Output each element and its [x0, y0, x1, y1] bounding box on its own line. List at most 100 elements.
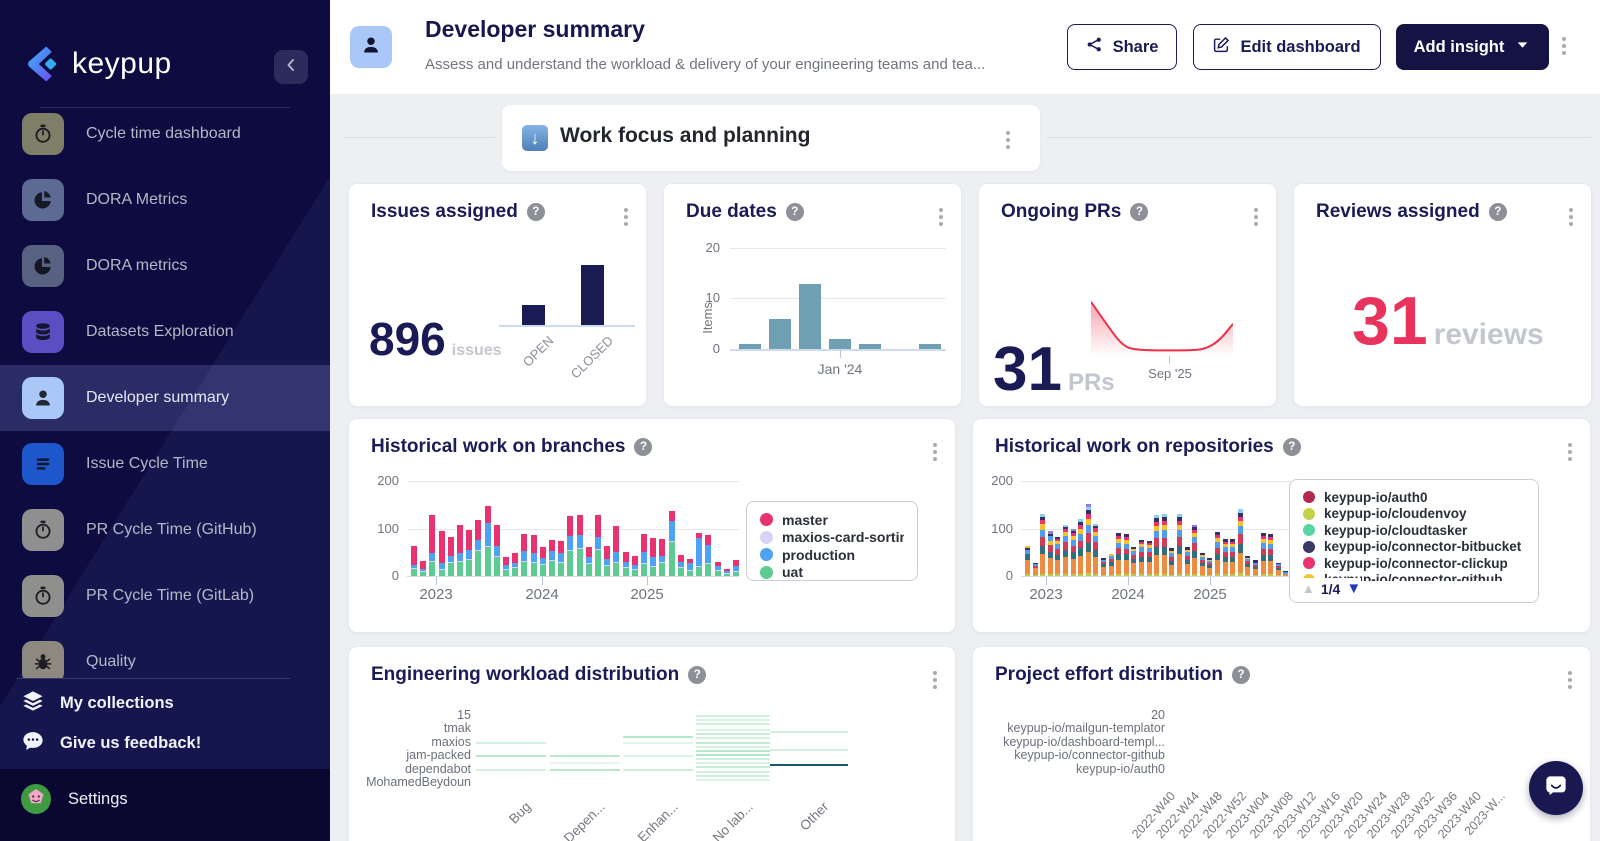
sidebar-item-quality[interactable]: Quality — [0, 629, 330, 678]
card-title: Issues assigned — [371, 201, 518, 222]
bar-segment — [677, 568, 684, 576]
page-down-icon[interactable]: ▼ — [1346, 580, 1362, 597]
legend-entry[interactable]: keypup-io/cloudtasker — [1303, 522, 1525, 539]
share-button[interactable]: Share — [1067, 24, 1177, 70]
bar-segment — [457, 561, 463, 562]
bar — [799, 284, 821, 349]
bar-segment — [1047, 531, 1053, 534]
legend-entry[interactable]: keypup-io/connector-github — [1303, 572, 1525, 581]
legend-entry[interactable]: keypup-io/connector-clickup — [1303, 555, 1525, 572]
x-tick-label: 2024 — [1111, 586, 1145, 603]
sidebar: keypup Cycle time dashboard DORA Metrics D… — [0, 0, 330, 841]
heat-line — [623, 769, 693, 771]
legend-entry[interactable]: master — [760, 511, 904, 529]
card-title: Ongoing PRs — [1001, 201, 1122, 222]
card-menu[interactable] — [1564, 439, 1576, 465]
bar-segment — [1123, 554, 1129, 560]
legend-entry[interactable]: keypup-io/connector-bitbucket — [1303, 539, 1525, 556]
bar-segment — [622, 567, 629, 568]
section-menu[interactable] — [1002, 127, 1014, 153]
help-icon[interactable]: ? — [785, 203, 804, 221]
settings-label: Settings — [68, 789, 128, 808]
sidebar-divider-top — [40, 107, 290, 108]
x-tick — [542, 577, 543, 585]
bar-segment — [1169, 565, 1175, 575]
bar-segment — [1161, 574, 1167, 576]
card-menu[interactable] — [929, 667, 941, 693]
help-icon[interactable]: ? — [1130, 203, 1149, 221]
card-menu[interactable] — [929, 439, 941, 465]
bar-segment — [1040, 514, 1046, 517]
bar-segment — [484, 547, 491, 576]
sidebar-item-give-us-feedback-[interactable]: Give us feedback! — [22, 730, 201, 757]
sidebar-item-pr-cycle-time-gitlab-[interactable]: PR Cycle Time (GitLab) — [0, 563, 330, 629]
header-overflow-menu[interactable] — [1558, 33, 1570, 59]
card-menu[interactable] — [620, 204, 632, 230]
bar-segment — [1055, 560, 1061, 574]
bar-segment — [1078, 548, 1084, 556]
sidebar-item-dora-metrics[interactable]: DORA metrics — [0, 233, 330, 299]
bar-segment — [1199, 560, 1205, 563]
bar-segment — [1146, 541, 1152, 543]
sidebar-item-issue-cycle-time[interactable]: Issue Cycle Time — [0, 431, 330, 497]
card-menu[interactable] — [1565, 204, 1577, 230]
bar-segment — [595, 549, 601, 550]
bar-segment — [1047, 552, 1053, 558]
legend-dot — [760, 530, 773, 544]
bar-segment — [1222, 547, 1228, 552]
legend-entry[interactable]: maxios-card-sorting — [760, 529, 904, 547]
help-icon[interactable]: ? — [1488, 203, 1507, 221]
bar-segment — [1177, 514, 1182, 517]
card-menu[interactable] — [935, 204, 947, 230]
legend-dot — [760, 565, 773, 579]
legend-entry[interactable]: uat — [760, 564, 904, 582]
bar-segment — [668, 511, 675, 521]
bar-segment — [714, 562, 721, 566]
card-menu[interactable] — [1564, 667, 1576, 693]
heat-line — [696, 715, 770, 717]
legend-entry[interactable]: keypup-io/cloudenvoy — [1303, 506, 1525, 523]
bar-segment — [604, 565, 611, 566]
bar-segment — [457, 525, 463, 553]
sidebar-item-datasets-exploration[interactable]: Datasets Exploration — [0, 299, 330, 365]
card-workload-distribution: Engineering workload distribution ? 15 tm… — [348, 646, 956, 841]
help-icon[interactable]: ? — [526, 203, 545, 221]
legend-label: keypup-io/cloudenvoy — [1324, 506, 1467, 522]
help-icon[interactable]: ? — [1232, 666, 1250, 684]
card-menu[interactable] — [1250, 204, 1262, 230]
bar-segment — [493, 546, 500, 556]
bar-segment — [503, 570, 509, 576]
bar-segment — [1154, 522, 1160, 526]
help-icon[interactable]: ? — [688, 666, 707, 684]
bar-segment — [447, 563, 454, 576]
bar-segment — [1047, 545, 1053, 552]
sidebar-item-developer-summary[interactable]: Developer summary — [0, 365, 330, 431]
legend-entry[interactable]: production — [760, 546, 904, 564]
sidebar-collapse-button[interactable] — [274, 50, 308, 84]
legend-pagination: ▲ 1/4 ▼ — [1302, 578, 1362, 597]
card-due-dates: Due dates ? 20 10 0 Items Jan '24 — [663, 183, 962, 407]
bar-segment — [1070, 533, 1076, 536]
bar-segment — [1040, 524, 1046, 530]
help-icon[interactable]: ? — [1282, 438, 1301, 456]
heat-line — [476, 755, 546, 757]
sidebar-item-dora-metrics[interactable]: DORA Metrics — [0, 167, 330, 233]
legend-entry[interactable]: keypup-io/auth0 — [1303, 489, 1525, 506]
sidebar-item-my-collections[interactable]: My collections — [22, 690, 174, 717]
sidebar-item-pr-cycle-time-github-[interactable]: PR Cycle Time (GitHub) — [0, 497, 330, 563]
bar-segment — [1116, 536, 1122, 539]
help-icon[interactable]: ? — [634, 438, 653, 456]
add-insight-button[interactable]: Add insight — [1396, 24, 1549, 70]
logo[interactable]: keypup — [20, 44, 172, 84]
bar-segment — [1123, 549, 1129, 554]
legend: master maxios-card-sorting production uat — [746, 501, 918, 581]
chat-fab-button[interactable] — [1529, 761, 1583, 815]
legend-dot — [1303, 524, 1315, 537]
sidebar-item-settings[interactable]: Settings — [20, 783, 128, 815]
page-up-icon[interactable]: ▲ — [1302, 581, 1315, 596]
bar-segment — [650, 557, 657, 566]
sidebar-item-cycle-time-dashboard[interactable]: Cycle time dashboard — [0, 101, 330, 167]
bar-segment — [1245, 558, 1251, 559]
edit-dashboard-button[interactable]: Edit dashboard — [1193, 24, 1381, 70]
bar-segment — [705, 564, 712, 576]
